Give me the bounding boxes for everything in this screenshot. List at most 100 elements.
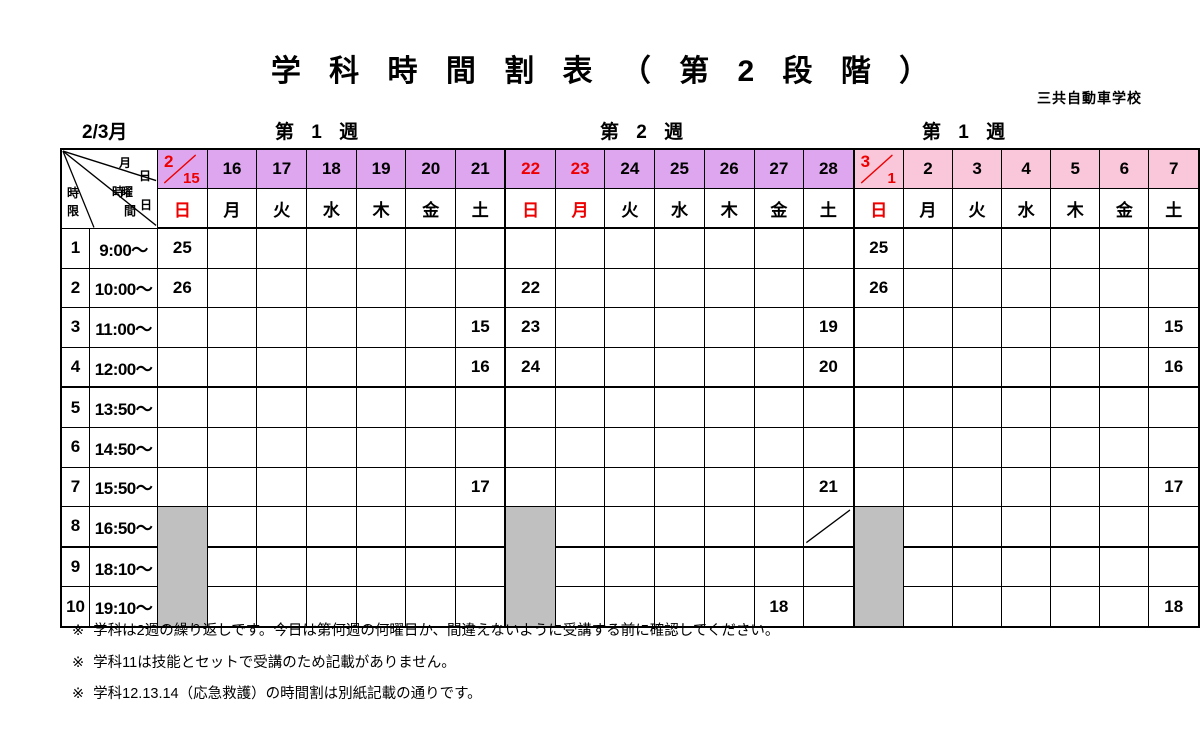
timetable-cell[interactable] bbox=[803, 426, 855, 468]
timetable-cell[interactable] bbox=[256, 466, 308, 508]
timetable-cell[interactable] bbox=[157, 346, 208, 388]
timetable-cell[interactable] bbox=[604, 267, 656, 309]
timetable-cell[interactable]: 16 bbox=[455, 346, 507, 388]
timetable-cell[interactable] bbox=[306, 267, 357, 309]
timetable-cell[interactable] bbox=[902, 586, 954, 628]
timetable-cell[interactable] bbox=[256, 545, 308, 588]
timetable-cell[interactable] bbox=[703, 346, 755, 388]
timetable-cell[interactable] bbox=[405, 227, 457, 269]
timetable-cell[interactable] bbox=[405, 267, 457, 309]
timetable-cell[interactable] bbox=[256, 506, 308, 548]
timetable-cell[interactable] bbox=[1050, 586, 1101, 628]
timetable-cell[interactable] bbox=[554, 386, 606, 428]
timetable-cell[interactable] bbox=[1050, 426, 1101, 468]
timetable-cell[interactable] bbox=[455, 426, 507, 468]
timetable-cell[interactable] bbox=[157, 426, 208, 468]
timetable-cell[interactable] bbox=[256, 346, 308, 388]
timetable-cell[interactable] bbox=[753, 386, 805, 428]
timetable-cell[interactable] bbox=[157, 506, 208, 547]
timetable-cell[interactable] bbox=[405, 426, 457, 468]
timetable-cell[interactable] bbox=[504, 386, 556, 428]
timetable-cell[interactable]: 15 bbox=[455, 307, 507, 348]
timetable-cell[interactable] bbox=[604, 506, 656, 548]
timetable-cell[interactable] bbox=[604, 307, 656, 348]
timetable-cell[interactable] bbox=[902, 386, 954, 428]
timetable-cell[interactable] bbox=[306, 227, 357, 269]
timetable-cell[interactable] bbox=[1001, 506, 1052, 548]
timetable-cell[interactable]: 25 bbox=[852, 227, 904, 269]
timetable-cell[interactable] bbox=[703, 267, 755, 309]
timetable-cell[interactable] bbox=[1099, 586, 1150, 628]
timetable-cell[interactable] bbox=[554, 466, 606, 508]
timetable-cell[interactable] bbox=[803, 545, 855, 588]
timetable-cell[interactable] bbox=[902, 466, 954, 508]
timetable-cell[interactable] bbox=[355, 227, 407, 269]
timetable-cell[interactable] bbox=[1050, 466, 1101, 508]
timetable-cell[interactable] bbox=[405, 466, 457, 508]
timetable-cell[interactable] bbox=[504, 546, 556, 587]
timetable-cell[interactable] bbox=[902, 227, 954, 269]
timetable-cell[interactable] bbox=[654, 506, 705, 548]
timetable-cell[interactable] bbox=[753, 545, 805, 588]
timetable-cell[interactable] bbox=[455, 267, 507, 309]
timetable-cell[interactable] bbox=[1050, 346, 1101, 388]
timetable-cell[interactable] bbox=[1099, 386, 1150, 428]
timetable-cell[interactable] bbox=[455, 506, 507, 548]
timetable-cell[interactable] bbox=[157, 386, 208, 428]
timetable-cell[interactable] bbox=[1099, 426, 1150, 468]
timetable-cell[interactable] bbox=[703, 545, 755, 588]
timetable-cell[interactable] bbox=[206, 426, 258, 468]
timetable-cell[interactable] bbox=[654, 267, 705, 309]
timetable-cell[interactable] bbox=[554, 545, 606, 588]
timetable-cell[interactable] bbox=[1148, 386, 1200, 428]
timetable-cell[interactable] bbox=[355, 307, 407, 348]
timetable-cell[interactable] bbox=[654, 307, 705, 348]
timetable-cell[interactable] bbox=[1099, 466, 1150, 508]
timetable-cell[interactable] bbox=[703, 586, 755, 628]
timetable-cell[interactable] bbox=[306, 466, 357, 508]
timetable-cell[interactable] bbox=[1001, 386, 1052, 428]
timetable-cell[interactable] bbox=[852, 546, 904, 587]
timetable-cell[interactable] bbox=[951, 506, 1003, 548]
timetable-cell[interactable] bbox=[803, 386, 855, 428]
timetable-cell[interactable] bbox=[951, 586, 1003, 628]
timetable-cell[interactable] bbox=[306, 545, 357, 588]
timetable-cell[interactable] bbox=[1050, 386, 1101, 428]
timetable-cell[interactable] bbox=[803, 586, 855, 628]
timetable-cell[interactable] bbox=[206, 267, 258, 309]
timetable-cell[interactable] bbox=[1148, 506, 1200, 548]
timetable-cell[interactable] bbox=[157, 586, 208, 628]
timetable-cell[interactable] bbox=[455, 386, 507, 428]
timetable-cell[interactable] bbox=[1099, 545, 1150, 588]
timetable-cell[interactable] bbox=[951, 307, 1003, 348]
timetable-cell[interactable] bbox=[504, 466, 556, 508]
timetable-cell[interactable] bbox=[1099, 506, 1150, 548]
timetable-cell[interactable] bbox=[206, 307, 258, 348]
timetable-cell[interactable]: 21 bbox=[803, 466, 855, 508]
timetable-cell[interactable] bbox=[1001, 307, 1052, 348]
timetable-cell[interactable] bbox=[355, 506, 407, 548]
timetable-cell[interactable] bbox=[753, 426, 805, 468]
timetable-cell[interactable] bbox=[256, 267, 308, 309]
timetable-cell[interactable] bbox=[604, 346, 656, 388]
timetable-cell[interactable] bbox=[604, 545, 656, 588]
timetable-cell[interactable] bbox=[1001, 227, 1052, 269]
timetable-cell[interactable] bbox=[306, 386, 357, 428]
timetable-cell[interactable] bbox=[753, 227, 805, 269]
timetable-cell[interactable] bbox=[703, 506, 755, 548]
timetable-cell[interactable] bbox=[902, 545, 954, 588]
timetable-cell[interactable] bbox=[206, 346, 258, 388]
timetable-cell[interactable] bbox=[703, 307, 755, 348]
timetable-cell[interactable] bbox=[206, 506, 258, 548]
timetable-cell[interactable] bbox=[703, 426, 755, 468]
timetable-cell[interactable] bbox=[703, 386, 755, 428]
timetable-cell[interactable] bbox=[604, 466, 656, 508]
timetable-cell[interactable] bbox=[157, 466, 208, 508]
timetable-cell[interactable]: 17 bbox=[455, 466, 507, 508]
timetable-cell[interactable] bbox=[852, 586, 904, 628]
timetable-cell[interactable]: 26 bbox=[157, 267, 208, 309]
timetable-cell[interactable] bbox=[1148, 426, 1200, 468]
timetable-cell[interactable] bbox=[206, 386, 258, 428]
timetable-cell[interactable] bbox=[455, 586, 507, 628]
timetable-cell[interactable] bbox=[654, 545, 705, 588]
